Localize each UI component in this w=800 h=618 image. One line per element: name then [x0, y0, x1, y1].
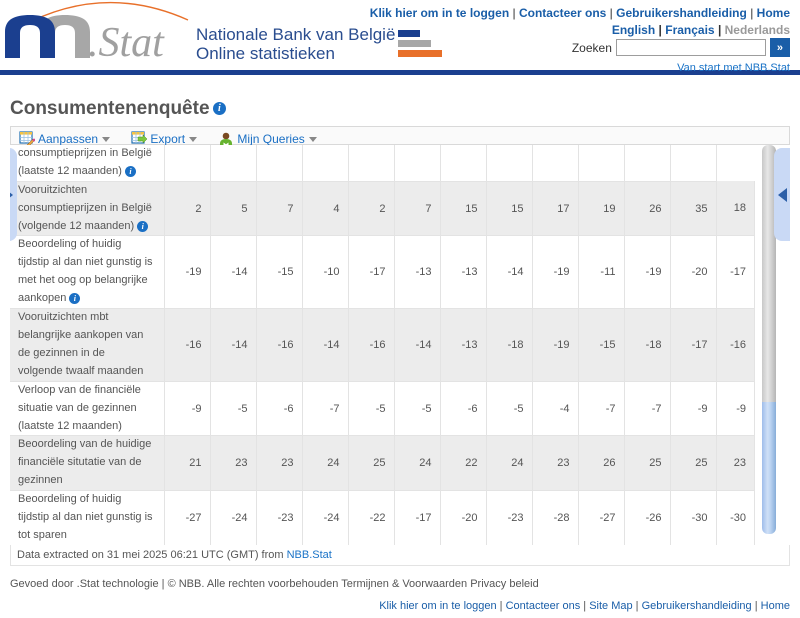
svg-text:Nationale Bank van België: Nationale Bank van België	[196, 25, 395, 44]
svg-text:.Stat: .Stat	[88, 20, 165, 66]
svg-text:Online statistieken: Online statistieken	[196, 44, 335, 63]
